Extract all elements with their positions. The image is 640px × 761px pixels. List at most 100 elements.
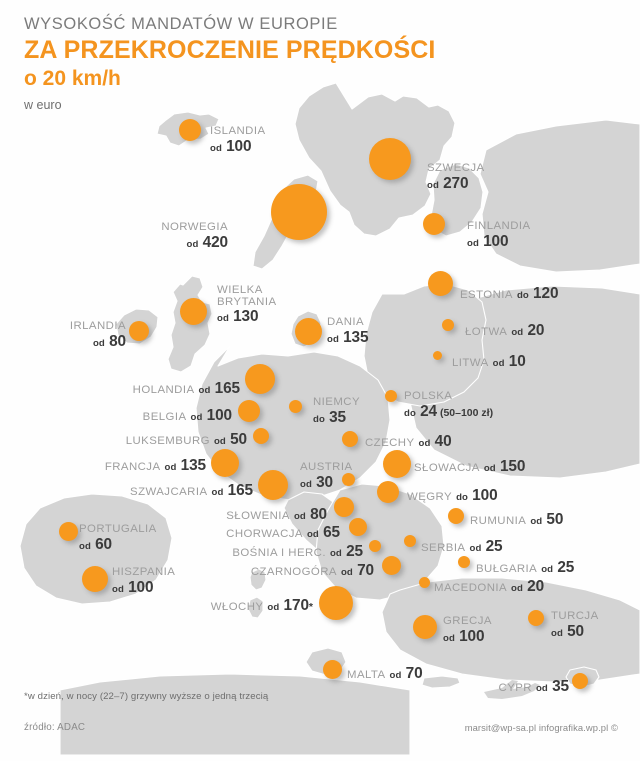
value-serbia: od 25 (469, 538, 502, 555)
value-prefix-cypr: od (535, 683, 548, 694)
value-wlochy: od 170* (267, 597, 313, 614)
value-amount-polska: 24 (415, 402, 438, 420)
value-amount-czarnogora: 70 (352, 562, 374, 579)
label-cypr: CYPR od 35 (499, 678, 570, 695)
marker-szwajcaria (258, 470, 288, 500)
label-szwajcaria: SZWAJCARIA od 165 (130, 483, 253, 499)
value-cypr: od 35 (536, 678, 569, 695)
value-prefix-irlandia: od (92, 337, 105, 349)
value-amount-niemcy: 35 (324, 408, 347, 426)
value-prefix-slowacja: od (483, 463, 496, 474)
value-czarnogora: od 70 (341, 562, 374, 579)
marker-finlandia (423, 213, 445, 235)
label-norwegia: NORWEGIA od 420 (161, 221, 228, 251)
marker-estonia (427, 270, 453, 296)
value-prefix-czechy: od (418, 438, 431, 449)
value-prefix-serbia: od (469, 543, 482, 554)
label-francja: FRANCJA od 135 (105, 458, 206, 474)
value-amount-slowenia: 80 (305, 506, 327, 523)
value-amount-francja: 135 (176, 457, 206, 474)
country-name-slowenia: SŁOWENIA (226, 510, 290, 522)
marker-litwa (432, 350, 442, 360)
value-amount-grecja: 100 (454, 627, 485, 645)
value-bosnia-i-herc: od 25 (330, 543, 363, 560)
label-austria: AUSTRIA od 30 (300, 461, 353, 491)
country-name-niemcy: NIEMCY (313, 396, 360, 408)
value-amount-austria: 30 (311, 473, 334, 491)
country-name-wielka-brytania: WIELKA BRYTANIA (217, 284, 277, 308)
value-wegry: do 100 (456, 487, 498, 504)
value-portugalia: od 60 (79, 536, 157, 553)
marker-rumunia (448, 508, 464, 524)
label-portugalia: PORTUGALIA od 60 (79, 523, 157, 553)
value-prefix-holandia: od (198, 385, 211, 396)
value-amount-wlochy: 170 (279, 597, 309, 614)
marker-chorwacja (349, 518, 367, 536)
country-name-polska: POLSKA (404, 390, 453, 402)
country-name-slowacja: SŁOWACJA (414, 462, 480, 474)
value-amount-litwa: 10 (504, 353, 526, 370)
label-slowenia: SŁOWENIA od 80 (226, 507, 327, 523)
value-prefix-turcja: od (551, 627, 563, 639)
label-lotwa: ŁOTWA od 20 (465, 323, 544, 339)
value-amount-bosnia-i-herc: 25 (341, 543, 363, 560)
label-islandia: ISLANDIA od 100 (210, 125, 266, 155)
label-holandia: HOLANDIA od 165 (133, 381, 240, 397)
marker-polska (385, 390, 397, 402)
value-turcja: od 50 (551, 623, 599, 640)
label-belgia: BELGIA od 100 (143, 408, 232, 424)
marker-macedonia (418, 576, 430, 588)
label-wielka-brytania: WIELKA BRYTANIA od 130 (217, 284, 277, 326)
value-extra-wlochy: * (308, 601, 313, 613)
marker-slowenia (334, 497, 354, 517)
country-name-lotwa: ŁOTWA (465, 326, 508, 338)
value-amount-holandia: 165 (210, 380, 240, 397)
value-prefix-litwa: od (492, 358, 505, 369)
value-prefix-wegry: do (456, 492, 468, 503)
country-name-rumunia: RUMUNIA (470, 515, 527, 527)
country-name-francja: FRANCJA (104, 461, 161, 473)
country-name-portugalia: PORTUGALIA (79, 523, 157, 535)
marker-turcja (528, 610, 544, 626)
header-unit-note: w euro (24, 98, 62, 112)
marker-islandia (179, 119, 201, 141)
label-litwa: LITWA od 10 (452, 354, 526, 370)
value-amount-belgia: 100 (202, 407, 232, 424)
value-amount-wielka-brytania: 130 (228, 308, 259, 326)
country-name-bulgaria: BUŁGARIA (476, 563, 538, 575)
value-malta: od 70 (390, 665, 423, 682)
value-amount-bulgaria: 25 (553, 559, 575, 576)
marker-francja (211, 449, 239, 477)
value-amount-szwajcaria: 165 (223, 482, 253, 499)
country-name-turcja: TURCJA (551, 610, 599, 622)
marker-bosnia-i-herc (369, 540, 381, 552)
value-prefix-grecja: od (443, 632, 455, 644)
value-prefix-macedonia: od (511, 583, 523, 594)
value-prefix-hiszpania: od (112, 583, 124, 595)
label-dania: DANIA od 135 (327, 316, 369, 346)
country-name-bosnia-i-herc: BOŚNIA I HERC. (232, 547, 326, 559)
marker-austria (341, 472, 355, 486)
marker-czarnogora (381, 555, 401, 575)
marker-malta (322, 659, 342, 679)
country-name-hiszpania: HISZPANIA (112, 566, 176, 578)
marker-niemcy (288, 399, 302, 413)
value-amount-chorwacja: 65 (318, 524, 340, 541)
value-amount-lotwa: 20 (523, 322, 545, 339)
airplane-icon (484, 680, 540, 699)
value-prefix-finlandia: od (467, 237, 479, 249)
country-name-chorwacja: CHORWACJA (226, 528, 303, 540)
country-name-finlandia: FINLANDIA (467, 220, 531, 232)
country-name-szwajcaria: SZWAJCARIA (130, 486, 208, 498)
value-amount-cypr: 35 (547, 678, 569, 695)
country-name-norwegia: NORWEGIA (161, 221, 228, 233)
value-amount-wegry: 100 (468, 487, 498, 504)
value-prefix-belgia: od (190, 412, 203, 423)
country-name-macedonia: MACEDONIA (434, 582, 508, 594)
label-czechy: CZECHY od 40 (365, 434, 452, 450)
value-extra-polska: (50–100 zł) (437, 406, 494, 419)
marker-holandia (245, 364, 275, 394)
value-amount-islandia: 100 (221, 137, 252, 155)
value-amount-estonia: 120 (528, 285, 559, 302)
